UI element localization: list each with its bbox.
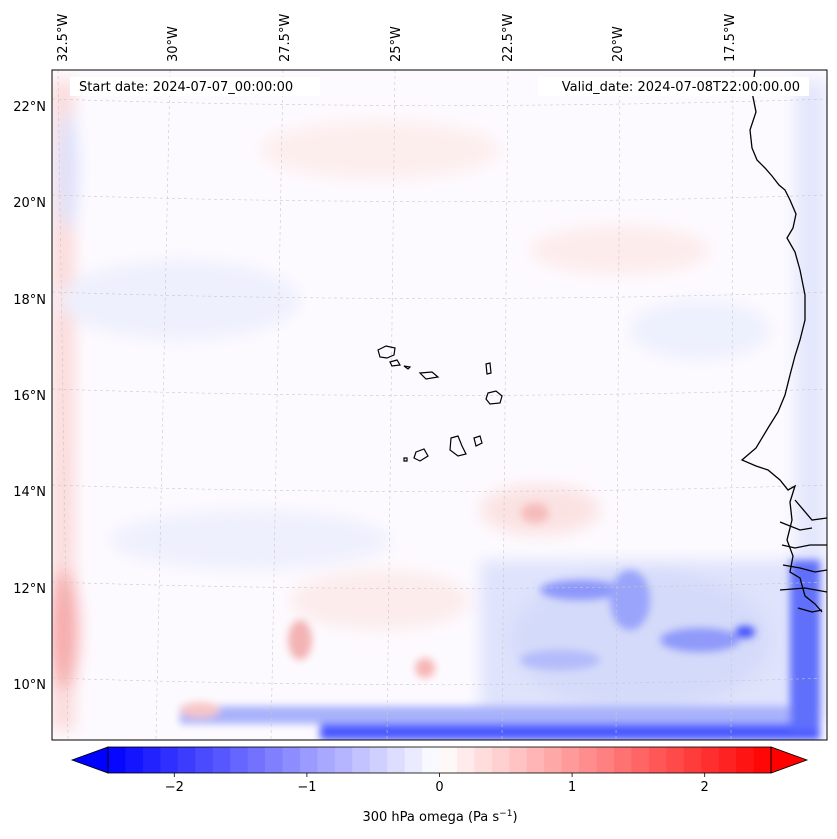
colorbar-cell (509, 747, 528, 773)
start-date-box (70, 77, 320, 96)
valid-date-label: Valid_date: 2024-07-08T22:00:00.00 (562, 80, 800, 95)
colorbar: −2 −1 0 1 2 300 hPa omega (Pa s−1) (70, 746, 809, 825)
colorbar-cell (491, 747, 510, 773)
lat-label-18n: 18°N (13, 293, 46, 308)
colorbar-cell (160, 747, 179, 773)
colorbar-cell (701, 747, 720, 773)
colorbar-cell (404, 747, 423, 773)
colorbar-cell (683, 747, 702, 773)
colorbar-cell (736, 747, 754, 773)
colorbar-cell (718, 747, 737, 773)
colorbar-cell (282, 747, 301, 773)
start-date-label: Start date: 2024-07-07_00:00:00 (79, 80, 293, 95)
colorbar-cell (387, 747, 406, 773)
colorbar-cell (212, 747, 231, 773)
lat-label-14n: 14°N (13, 485, 46, 500)
colorbar-cell (230, 747, 248, 773)
latitude-labels: 22°N 20°N 18°N 16°N 14°N 12°N 10°N (13, 100, 46, 693)
colorbar-cell (177, 747, 196, 773)
colorbar-ticks: −2 −1 0 1 2 (165, 773, 709, 795)
colorbar-tick-label: 2 (701, 780, 709, 795)
lon-label-22-5w: 22.5°W (501, 14, 516, 62)
colorbar-cells (108, 747, 772, 773)
cape-verde-islands (377, 345, 503, 462)
colorbar-tick-label: 1 (568, 780, 576, 795)
map-panel: Start date: 2024-07-07_00:00:00 Valid_da… (52, 70, 827, 740)
colorbar-cell (195, 747, 214, 773)
colorbar-cell (474, 747, 493, 773)
colorbar-cell (631, 747, 650, 773)
lon-label-17-5w: 17.5°W (723, 14, 738, 62)
colorbar-extend-right (770, 746, 809, 774)
colorbar-cell (142, 747, 161, 773)
colorbar-cell (596, 747, 615, 773)
colorbar-cell (648, 747, 667, 773)
colorbar-cell (544, 747, 563, 773)
lon-label-30w: 30°W (166, 26, 181, 62)
colorbar-extend-left (70, 746, 109, 774)
colorbar-cell (352, 747, 371, 773)
lat-label-22n: 22°N (13, 100, 46, 115)
colorbar-cell (666, 747, 685, 773)
colorbar-label: 300 hPa omega (Pa s−1) (362, 809, 517, 825)
lon-label-20w: 20°W (611, 26, 626, 62)
lat-label-20n: 20°N (13, 196, 46, 211)
colorbar-cell (753, 747, 772, 773)
colorbar-cell (299, 747, 318, 773)
lat-label-10n: 10°N (13, 678, 46, 693)
colorbar-cell (456, 747, 475, 773)
colorbar-cell (561, 747, 580, 773)
colorbar-cell (579, 747, 597, 773)
lon-label-32-5w: 32.5°W (56, 14, 71, 62)
colorbar-cell (439, 747, 458, 773)
colorbar-cell (265, 747, 283, 773)
lat-label-12n: 12°N (13, 582, 46, 597)
omega-field (52, 80, 827, 740)
graticule (52, 70, 827, 740)
colorbar-tick-label: 0 (435, 780, 443, 795)
lon-label-27-5w: 27.5°W (278, 14, 293, 62)
longitude-labels: 32.5°W 30°W 27.5°W 25°W 22.5°W 20°W 17.5… (56, 14, 738, 62)
coastline (740, 70, 827, 613)
colorbar-cell (613, 747, 632, 773)
colorbar-tick-label: −1 (297, 780, 316, 795)
colorbar-tick-label: −2 (165, 780, 184, 795)
lon-label-25w: 25°W (389, 26, 404, 62)
colorbar-cell (125, 747, 144, 773)
valid-date-box (538, 77, 809, 96)
colorbar-cell (317, 747, 336, 773)
colorbar-cell (369, 747, 388, 773)
colorbar-cell (334, 747, 353, 773)
colorbar-cell (247, 747, 266, 773)
colorbar-cell (108, 747, 126, 773)
colorbar-cell (526, 747, 545, 773)
map-frame (51, 69, 828, 741)
colorbar-cell (422, 747, 440, 773)
lat-label-16n: 16°N (13, 389, 46, 404)
